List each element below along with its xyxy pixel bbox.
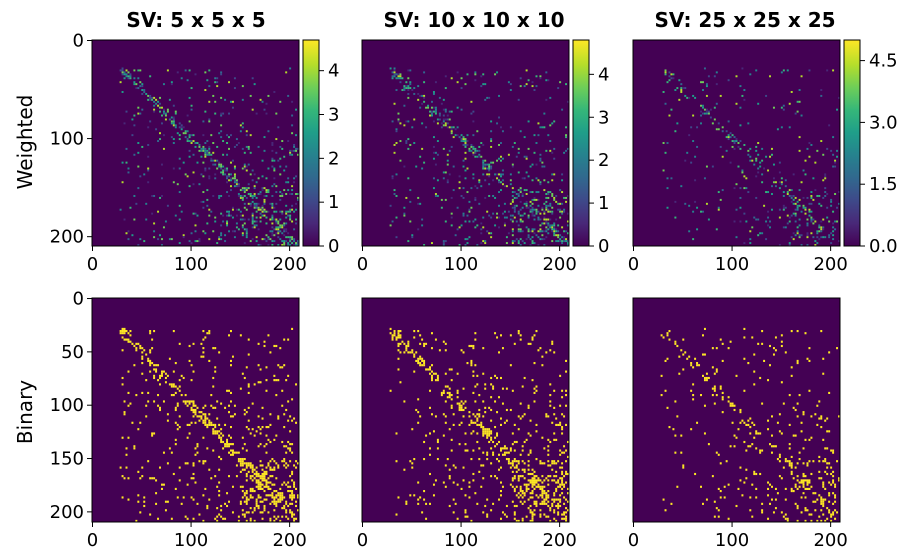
x-tick-label-1-1: 100 xyxy=(174,254,208,275)
heatmap-cells-4 xyxy=(119,327,299,522)
x-tick-label-3-2: 200 xyxy=(813,254,847,275)
x-tick-label-6-0: 0 xyxy=(628,530,639,551)
heatmap-frame-2 xyxy=(361,39,570,247)
heatmap-frame-6 xyxy=(632,297,841,523)
y-tick-label-4-2: 100 xyxy=(50,395,84,416)
colorbar-2 xyxy=(572,39,590,247)
y-tick-label-1-1: 100 xyxy=(50,129,84,150)
x-tick-label-3-1: 100 xyxy=(715,254,749,275)
heatmap-frame-1 xyxy=(91,39,300,247)
colorbar-tick-label-2-0: 0 xyxy=(598,236,609,257)
x-tick-label-4-0: 0 xyxy=(87,530,98,551)
x-tick-label-1-0: 0 xyxy=(87,254,98,275)
y-tick-label-4-0: 0 xyxy=(73,289,84,310)
heatmap-cells-6 xyxy=(660,327,840,522)
x-tick-label-6-1: 100 xyxy=(715,530,749,551)
colorbar-tick-label-3-0: 0.0 xyxy=(869,236,898,257)
y-tick-label-4-3: 150 xyxy=(50,449,84,470)
heatmap-cells-2 xyxy=(389,67,569,246)
x-tick-label-5-1: 100 xyxy=(444,530,478,551)
x-tick-label-3-0: 0 xyxy=(628,254,639,275)
colorbar-tick-label-3-2: 3.0 xyxy=(869,112,898,133)
row-label-binary: Binary xyxy=(13,380,37,444)
row-label-weighted: Weighted xyxy=(13,95,37,190)
heatmap-cells-5 xyxy=(389,327,569,522)
colorbar-tick-label-1-3: 3 xyxy=(328,105,339,126)
column-title-1: SV: 5 x 5 x 5 xyxy=(126,8,265,32)
colorbar-1 xyxy=(302,39,320,247)
colorbar-tick-label-2-4: 4 xyxy=(598,64,609,85)
heatmap-background-5 xyxy=(362,298,569,522)
x-tick-label-2-1: 100 xyxy=(444,254,478,275)
heatmap-cells-3 xyxy=(662,67,840,246)
heatmap-frame-4 xyxy=(91,297,300,523)
y-tick-label-4-4: 200 xyxy=(50,502,84,523)
x-tick-label-5-0: 0 xyxy=(357,530,368,551)
colorbar-3 xyxy=(843,39,861,247)
x-tick-label-4-2: 200 xyxy=(272,530,306,551)
x-tick-label-1-2: 200 xyxy=(272,254,306,275)
colorbar-tick-label-1-1: 1 xyxy=(328,192,339,213)
colorbar-tick-label-2-1: 1 xyxy=(598,193,609,214)
colorbar-tick-label-1-4: 4 xyxy=(328,61,339,82)
colorbar-tick-label-1-0: 0 xyxy=(328,236,339,257)
colorbar-tick-label-2-2: 2 xyxy=(598,150,609,171)
y-tick-label-1-2: 200 xyxy=(50,227,84,248)
colorbar-tick-label-2-3: 3 xyxy=(598,107,609,128)
heatmap-cells-1 xyxy=(119,67,299,246)
column-title-2: SV: 10 x 10 x 10 xyxy=(383,8,564,32)
x-tick-label-2-2: 200 xyxy=(542,254,576,275)
colorbar-tick-label-3-1: 1.5 xyxy=(869,174,898,195)
x-tick-label-5-2: 200 xyxy=(542,530,576,551)
heatmap-frame-5 xyxy=(361,297,570,523)
x-tick-label-6-2: 200 xyxy=(813,530,847,551)
x-tick-label-4-1: 100 xyxy=(174,530,208,551)
y-tick-label-4-1: 50 xyxy=(61,342,84,363)
y-tick-label-1-0: 0 xyxy=(73,30,84,51)
colorbar-tick-label-1-2: 2 xyxy=(328,148,339,169)
colorbar-tick-label-3-3: 4.5 xyxy=(869,51,898,72)
column-title-3: SV: 25 x 25 x 25 xyxy=(654,8,835,32)
x-tick-label-2-0: 0 xyxy=(357,254,368,275)
heatmap-frame-3 xyxy=(632,39,841,247)
